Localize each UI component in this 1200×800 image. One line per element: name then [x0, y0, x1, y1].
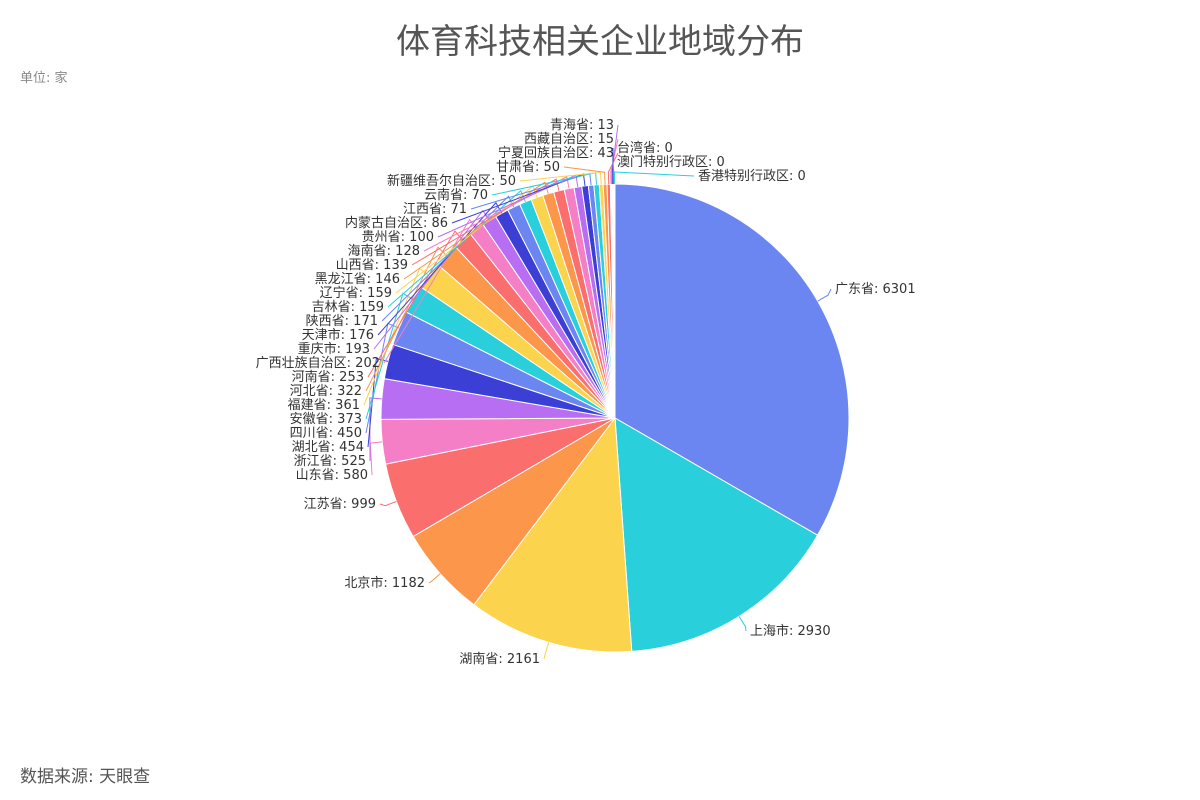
slice-label-8: 四川省: 450 [290, 426, 362, 441]
leader-line-1 [738, 616, 747, 632]
leader-line-2 [543, 642, 550, 660]
slice-label-12: 河南省: 253 [292, 369, 364, 385]
slice-label-29: 西藏自治区: 15 [524, 132, 614, 147]
leader-line-4 [379, 500, 397, 507]
slice-label-1: 上海市: 2930 [750, 623, 831, 639]
slice-label-0: 广东省: 6301 [835, 282, 916, 297]
slice-label-22: 贵州省: 100 [362, 230, 434, 245]
slice-label-4: 江苏省: 999 [304, 496, 376, 512]
slice-label-25: 云南省: 70 [424, 187, 488, 203]
slice-label-6: 浙江省: 525 [294, 454, 366, 469]
slice-labels: 广东省: 6301 上海市: 2930 湖南省: 2161 北京市: 1182 江苏省:… [256, 118, 916, 667]
slice-label-7: 湖北省: 454 [292, 440, 364, 455]
leader-line-11 [365, 246, 447, 392]
leader-line-20 [411, 178, 560, 266]
slice-label-19: 黑龙江省: 146 [315, 272, 400, 287]
leader-line-21 [423, 176, 570, 252]
slice-label-27: 甘肃省: 50 [496, 160, 560, 175]
slice-label-15: 天津市: 176 [302, 327, 374, 343]
pie-slice-0[interactable] [614, 183, 850, 536]
leader-line-13 [383, 218, 478, 364]
slice-label-11: 河北省: 322 [290, 384, 362, 399]
slice-label-31: 台湾省: 0 [617, 140, 673, 156]
pie-slices [380, 183, 850, 653]
leader-line-0 [817, 288, 832, 302]
leader-line-29 [610, 138, 619, 185]
slice-label-17: 吉林省: 159 [312, 300, 384, 315]
slice-label-28: 宁夏回族自治区: 43 [498, 145, 614, 161]
leader-line-28 [607, 152, 619, 185]
slice-label-18: 辽宁省: 159 [320, 285, 392, 301]
leader-line-7 [367, 357, 389, 448]
leader-line-26 [519, 171, 602, 185]
slice-label-9: 安徽省: 373 [290, 412, 362, 427]
slice-label-20: 山西省: 139 [336, 258, 408, 273]
slice-label-2: 湖南省: 2161 [459, 651, 540, 667]
leader-line-27 [563, 166, 606, 185]
leader-line-19 [403, 181, 549, 280]
slice-label-26: 新疆维吾尔自治区: 50 [387, 173, 516, 189]
slice-label-23: 内蒙古自治区: 86 [345, 215, 448, 231]
slice-label-24: 江西省: 71 [403, 202, 467, 217]
leader-line-6 [369, 397, 382, 462]
pie-slice-2[interactable] [473, 416, 633, 653]
slice-label-32: 澳门特别行政区: 0 [617, 154, 725, 170]
leader-line-5 [369, 441, 383, 476]
chart-title: 体育科技相关企业地域分布 [396, 22, 804, 62]
slice-label-33: 香港特别行政区: 0 [698, 169, 806, 184]
slice-label-30: 青海省: 13 [550, 118, 614, 133]
slice-label-21: 海南省: 128 [348, 243, 420, 259]
slice-label-13: 广西壮族自治区: 202 [256, 355, 380, 371]
leader-line-3 [428, 573, 441, 584]
unit-label: 单位: 家 [20, 71, 68, 86]
slice-label-16: 陕西省: 171 [306, 314, 378, 329]
slice-label-10: 福建省: 361 [288, 398, 360, 413]
leader-line-32 [612, 161, 615, 185]
slice-label-3: 北京市: 1182 [344, 575, 425, 591]
data-source-label: 数据来源: 天眼查 [20, 767, 151, 787]
leader-line-30 [611, 124, 619, 185]
leader-line-12 [367, 230, 464, 378]
label-leader-lines [363, 124, 832, 660]
slice-label-14: 重庆市: 193 [298, 341, 370, 357]
slice-label-5: 山东省: 580 [296, 468, 368, 483]
leader-line-33 [614, 171, 695, 185]
